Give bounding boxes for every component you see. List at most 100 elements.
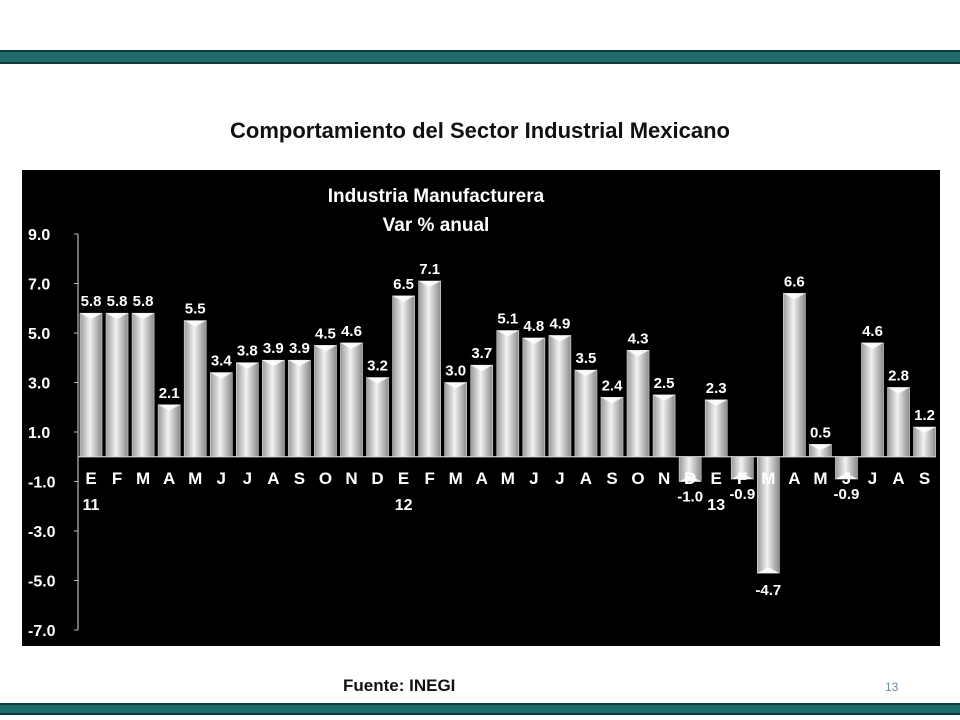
category-label: J bbox=[868, 469, 877, 488]
bar bbox=[835, 456, 858, 480]
data-label: 3.2 bbox=[367, 358, 388, 375]
bar-body bbox=[887, 387, 910, 458]
data-label: 4.6 bbox=[862, 323, 883, 340]
bar-cap bbox=[262, 360, 285, 367]
category-label: M bbox=[813, 469, 827, 488]
bar-cap bbox=[731, 473, 754, 480]
data-label: 4.3 bbox=[628, 330, 649, 347]
category-labels-group: E F M A M J J A S O N D E F M A M J J A S O N D E F M A M J J A S11 12 13 bbox=[83, 469, 931, 514]
y-tick-label: 3.0 bbox=[28, 376, 50, 393]
bar-body bbox=[105, 312, 129, 458]
bar-body bbox=[314, 345, 337, 458]
bar-body bbox=[861, 342, 884, 458]
bar-body bbox=[183, 320, 207, 458]
bar bbox=[756, 456, 780, 574]
bar-body bbox=[79, 312, 103, 458]
bar bbox=[861, 342, 884, 458]
y-tick-label: 7.0 bbox=[28, 277, 50, 294]
data-label: 2.1 bbox=[159, 385, 180, 402]
bottom-accent-bar bbox=[0, 703, 960, 715]
bar-body bbox=[340, 342, 363, 458]
bar bbox=[730, 456, 754, 480]
bar-cap bbox=[601, 397, 623, 404]
bar-cap bbox=[288, 360, 311, 367]
bar bbox=[79, 312, 103, 458]
category-label: E bbox=[711, 469, 722, 488]
y-tick-label: -7.0 bbox=[28, 623, 56, 640]
bar-cap bbox=[158, 404, 181, 411]
bar-cap bbox=[184, 320, 207, 327]
bar-cap bbox=[496, 330, 519, 337]
data-label: 2.8 bbox=[888, 367, 909, 384]
source-note: Fuente: INEGI bbox=[343, 676, 456, 695]
bar bbox=[131, 312, 155, 458]
bar-cap bbox=[548, 335, 571, 342]
bar-body bbox=[522, 337, 546, 458]
bar bbox=[913, 426, 936, 458]
data-label: 7.1 bbox=[419, 261, 440, 278]
year-label: 11 bbox=[83, 497, 100, 514]
bar bbox=[783, 293, 806, 458]
bar-cap bbox=[418, 281, 441, 288]
data-label: 4.9 bbox=[549, 315, 570, 332]
bar bbox=[105, 312, 129, 458]
bar-cap bbox=[809, 444, 832, 451]
top-accent-bar bbox=[0, 50, 960, 64]
bar-body bbox=[783, 293, 806, 458]
data-label: 4.5 bbox=[315, 325, 336, 342]
chart-svg: Industria Manufacturera Var % anual 9.0 7… bbox=[28, 186, 936, 640]
data-label: 2.4 bbox=[602, 377, 624, 394]
category-label: A bbox=[163, 469, 175, 488]
bar-body bbox=[236, 362, 259, 458]
data-label: 6.6 bbox=[784, 273, 805, 290]
bar bbox=[366, 377, 389, 458]
bar bbox=[288, 359, 311, 458]
category-label: J bbox=[842, 469, 851, 488]
bar-cap bbox=[340, 342, 363, 349]
page-number: 13 bbox=[885, 680, 899, 694]
category-label: F bbox=[112, 469, 122, 488]
category-label: J bbox=[555, 469, 564, 488]
bar-body bbox=[288, 359, 311, 458]
bar-cap bbox=[887, 387, 910, 394]
category-label: F bbox=[737, 469, 747, 488]
bar-body bbox=[652, 394, 676, 458]
bar-cap bbox=[314, 345, 337, 352]
category-label: S bbox=[919, 469, 930, 488]
category-label: S bbox=[294, 469, 305, 488]
chart-subtitle: Var % anual bbox=[383, 215, 490, 236]
bar-body bbox=[470, 364, 494, 458]
category-label: F bbox=[424, 469, 434, 488]
bar-cap bbox=[392, 295, 415, 302]
category-label: E bbox=[398, 469, 409, 488]
data-label: 3.8 bbox=[237, 343, 258, 360]
data-label: 5.5 bbox=[185, 301, 206, 318]
bar-cap bbox=[236, 362, 259, 369]
bar-body bbox=[496, 330, 520, 458]
bar bbox=[522, 337, 546, 458]
bar bbox=[887, 387, 910, 458]
bar bbox=[236, 362, 259, 458]
data-label: 3.9 bbox=[289, 340, 310, 357]
data-label: 2.3 bbox=[706, 380, 727, 397]
bar-body bbox=[548, 335, 572, 458]
bar bbox=[314, 345, 337, 458]
bar bbox=[496, 330, 520, 458]
bar-cap bbox=[366, 377, 389, 384]
bar-body bbox=[392, 295, 415, 458]
category-label: D bbox=[684, 469, 696, 488]
bar-cap bbox=[522, 337, 545, 344]
y-tick-label: 1.0 bbox=[28, 425, 50, 442]
bar-cap bbox=[444, 382, 467, 389]
data-label: -0.9 bbox=[834, 486, 860, 503]
bar-body bbox=[131, 312, 155, 458]
year-label: 12 bbox=[395, 497, 413, 514]
category-label: M bbox=[501, 469, 515, 488]
data-label: 3.4 bbox=[211, 353, 233, 370]
bar bbox=[209, 372, 233, 458]
category-label: M bbox=[136, 469, 150, 488]
category-label: A bbox=[267, 469, 279, 488]
bar bbox=[444, 382, 468, 458]
chart-panel: Industria Manufacturera Var % anual 9.0 7… bbox=[22, 170, 940, 646]
bar bbox=[157, 404, 181, 458]
